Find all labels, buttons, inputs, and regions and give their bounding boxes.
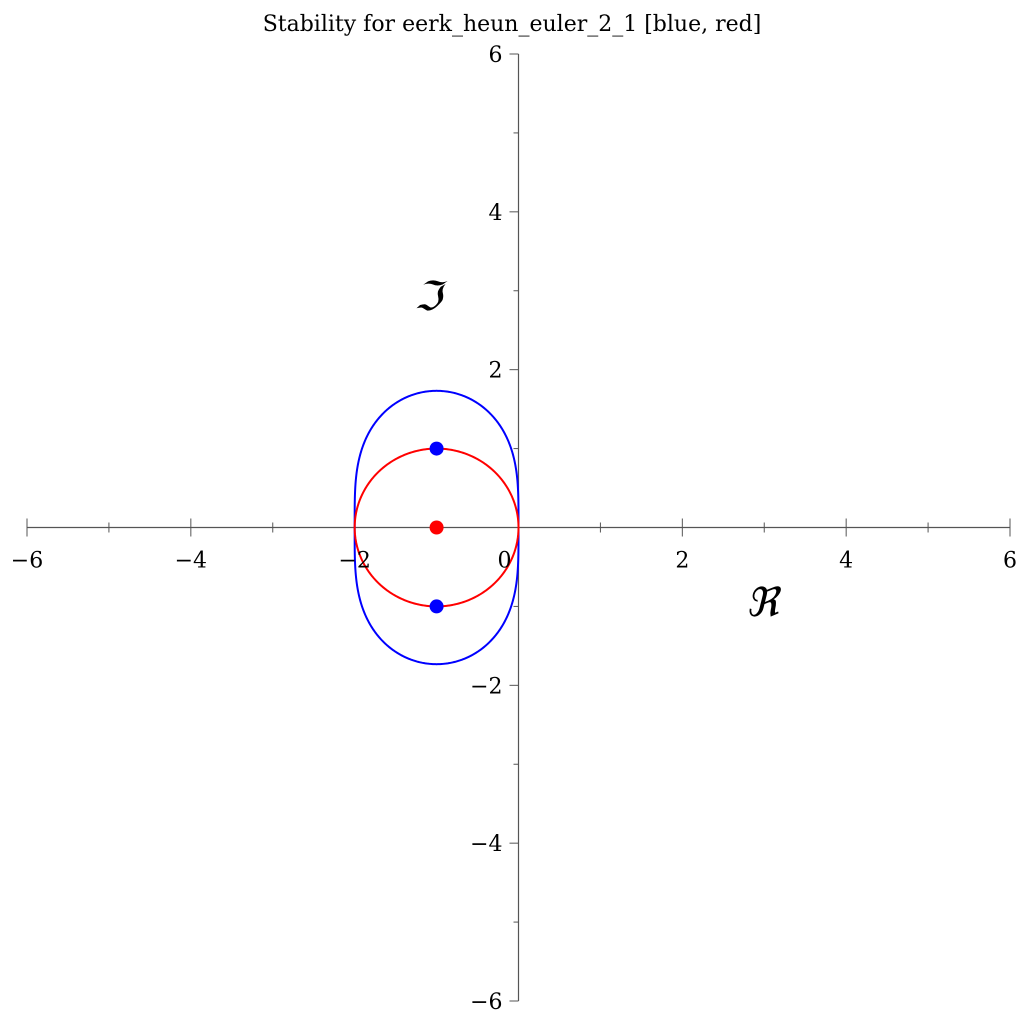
y-tick-label: 2: [489, 359, 503, 384]
curves: [353, 389, 520, 666]
blue-point: [429, 441, 444, 456]
y-tick-label: −4: [470, 832, 502, 857]
x-tick-label: −6: [11, 549, 43, 574]
x-tick-label: 2: [675, 549, 689, 574]
blue-point: [429, 599, 444, 614]
y-tick-label: 6: [489, 43, 503, 68]
x-tick-label: −2: [338, 549, 370, 574]
y-axis-label: ℑ: [414, 274, 448, 320]
x-tick-label: −4: [175, 549, 207, 574]
x-tick-label: 0: [498, 549, 512, 574]
tick-labels: −6 −4 −2 0 2 4 6 −6 −4 −2 2 4 6: [11, 43, 1017, 1015]
y-tick-label: −6: [470, 990, 502, 1015]
y-tick-label: −2: [470, 674, 502, 699]
points: [429, 441, 444, 614]
y-tick-label: 4: [489, 201, 503, 226]
red-point: [429, 520, 444, 535]
chart-title: Stability for eerk_heun_euler_2_1 [blue,…: [263, 12, 762, 37]
x-tick-label: 6: [1003, 549, 1017, 574]
x-tick-label: 4: [839, 549, 853, 574]
red-stability-curve: [353, 447, 520, 608]
x-axis-label: ℜ: [746, 580, 782, 626]
